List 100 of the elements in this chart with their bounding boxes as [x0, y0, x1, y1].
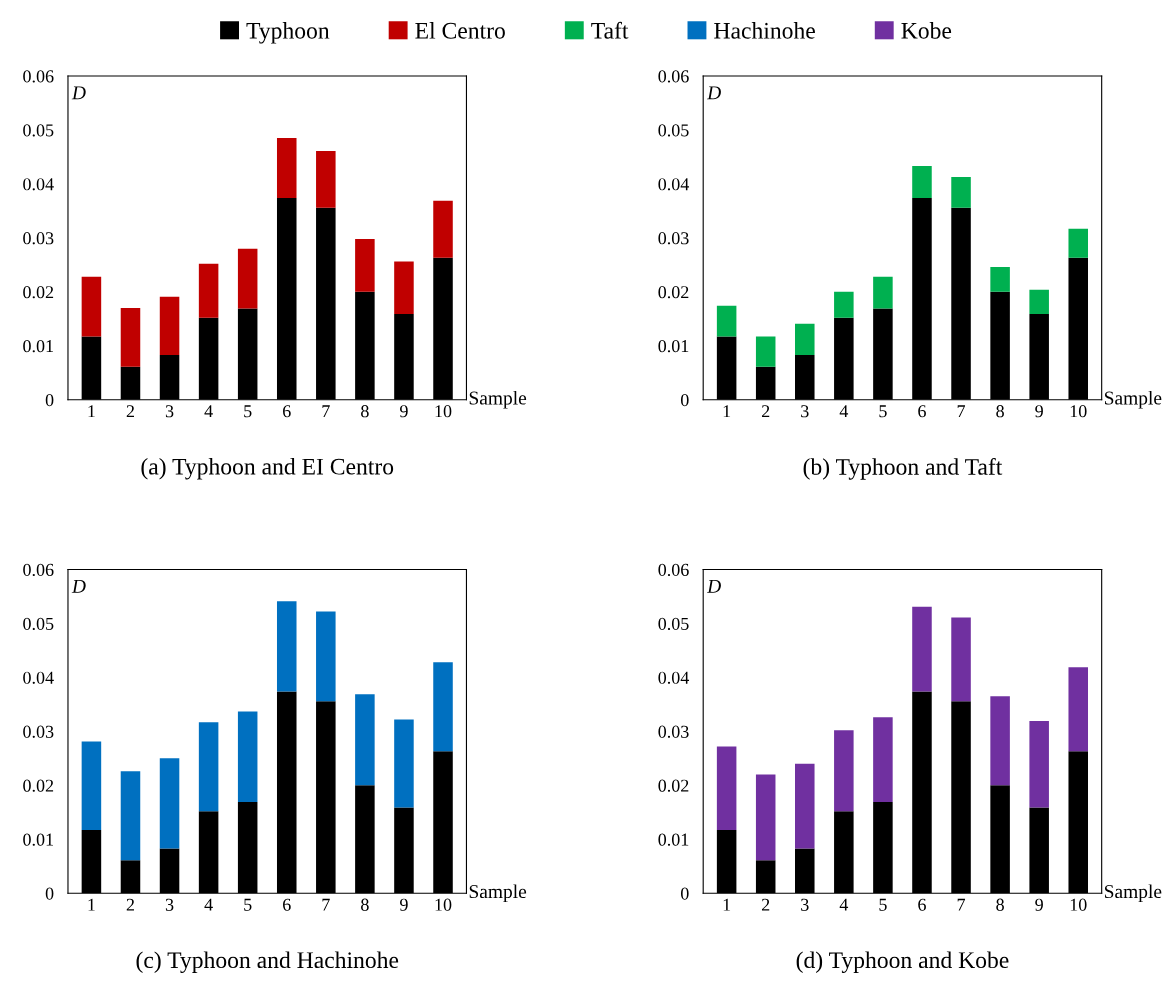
bar	[795, 323, 815, 355]
x-tick-label: 4	[839, 405, 849, 418]
x-axis-title: Sample	[469, 390, 527, 409]
bar	[355, 238, 375, 292]
x-tick-label: 8	[996, 898, 1004, 911]
bar	[276, 601, 297, 692]
bar	[951, 617, 971, 702]
y-tick-label: 0.04	[658, 178, 690, 191]
x-tick-label: 9	[1035, 898, 1043, 911]
text: (a) Typhoon and EI Centro	[141, 458, 394, 480]
x-tick-label: 8	[996, 405, 1004, 418]
y-tick-label: 0.03	[23, 725, 54, 738]
bar	[237, 248, 258, 309]
x-tick-label: 4	[204, 405, 213, 418]
bar	[355, 694, 375, 786]
x-tick-label: 10	[435, 405, 452, 418]
bar	[912, 606, 932, 692]
bar	[394, 261, 414, 314]
legend-label: Taft	[591, 21, 629, 39]
y-tick-label: 0.05	[658, 617, 689, 630]
x-tick-label: 3	[165, 898, 174, 911]
y-tick-label: 0.06	[658, 70, 689, 83]
y-tick-label: 0	[45, 887, 54, 900]
x-tick-label: 4	[204, 898, 213, 911]
y-tick-label: 0.02	[23, 779, 54, 792]
y-tick-label: 0.03	[658, 725, 689, 738]
y-tick-label: 0.04	[658, 671, 690, 684]
x-tick-label: 1	[88, 405, 95, 418]
bar	[198, 263, 219, 318]
x-tick-label: 6	[918, 405, 926, 418]
bar	[873, 717, 893, 803]
y-tick-label: 0.02	[658, 779, 689, 792]
y-tick-label: 0.04	[23, 178, 54, 191]
bar	[81, 276, 102, 337]
x-tick-label: 9	[1035, 405, 1043, 418]
bar	[394, 719, 414, 808]
bar	[81, 741, 102, 831]
bar	[990, 267, 1010, 292]
bar	[795, 763, 815, 849]
x-tick-label: 10	[435, 898, 452, 911]
bar	[120, 308, 141, 367]
bar	[316, 151, 336, 208]
y-tick-label: 0.03	[658, 232, 689, 245]
bar	[433, 200, 453, 258]
y-tick-label: 0	[45, 393, 54, 407]
bar	[755, 336, 776, 367]
x-tick-label: 3	[801, 405, 809, 418]
y-axis-title: D	[706, 86, 721, 100]
bar	[120, 771, 141, 861]
x-tick-label: 6	[283, 898, 291, 911]
y-tick-label: 0.06	[658, 563, 689, 577]
bar	[951, 176, 971, 208]
bar	[198, 722, 219, 812]
text: (d) Typhoon and Kobe	[796, 951, 1009, 973]
x-tick-label: 8	[361, 898, 369, 911]
x-tick-label: 2	[126, 405, 134, 418]
y-tick-label: 0.05	[23, 124, 54, 137]
y-tick-label: 0.05	[23, 617, 54, 630]
bar	[159, 296, 180, 355]
x-tick-label: 7	[322, 898, 330, 911]
x-tick-label: 2	[126, 898, 134, 911]
bar	[990, 696, 1010, 786]
x-tick-label: 8	[361, 405, 369, 418]
y-tick-label: 0.05	[658, 124, 689, 137]
bar	[834, 730, 854, 812]
bar	[433, 662, 453, 752]
bar	[873, 276, 893, 309]
bar	[716, 746, 737, 831]
y-tick-label: 0.01	[658, 340, 689, 353]
x-tick-label: 2	[761, 898, 770, 911]
y-tick-label: 0.06	[23, 563, 54, 577]
x-tick-label: 3	[801, 898, 809, 911]
x-tick-label: 9	[400, 405, 408, 418]
bar	[316, 611, 336, 702]
y-axis-title: D	[706, 579, 721, 593]
x-tick-label: 7	[957, 898, 966, 911]
bar	[755, 774, 776, 861]
y-tick-label: 0.01	[23, 340, 53, 353]
x-tick-label: 2	[761, 405, 770, 418]
bar	[237, 711, 258, 803]
x-tick-label: 10	[1070, 405, 1087, 418]
bar	[1029, 721, 1049, 808]
y-tick-label: 0.01	[23, 833, 53, 846]
x-tick-label: 1	[88, 898, 95, 911]
x-tick-label: 9	[400, 898, 408, 911]
legend-label: Hachinohe	[714, 22, 815, 39]
y-tick-label: 0.06	[23, 70, 54, 83]
x-axis-title: Sample	[1104, 390, 1162, 409]
y-tick-label: 0	[680, 393, 689, 407]
x-tick-label: 4	[839, 898, 849, 911]
bar	[276, 138, 297, 198]
x-tick-label: 6	[283, 405, 291, 418]
y-axis-title: D	[71, 579, 86, 593]
bar	[159, 758, 180, 849]
y-axis-title: D	[71, 86, 86, 100]
x-tick-label: 5	[244, 405, 252, 418]
x-tick-label: 5	[244, 898, 252, 911]
bar	[1068, 228, 1089, 258]
x-tick-label: 10	[1070, 898, 1087, 911]
bar	[1029, 289, 1049, 314]
